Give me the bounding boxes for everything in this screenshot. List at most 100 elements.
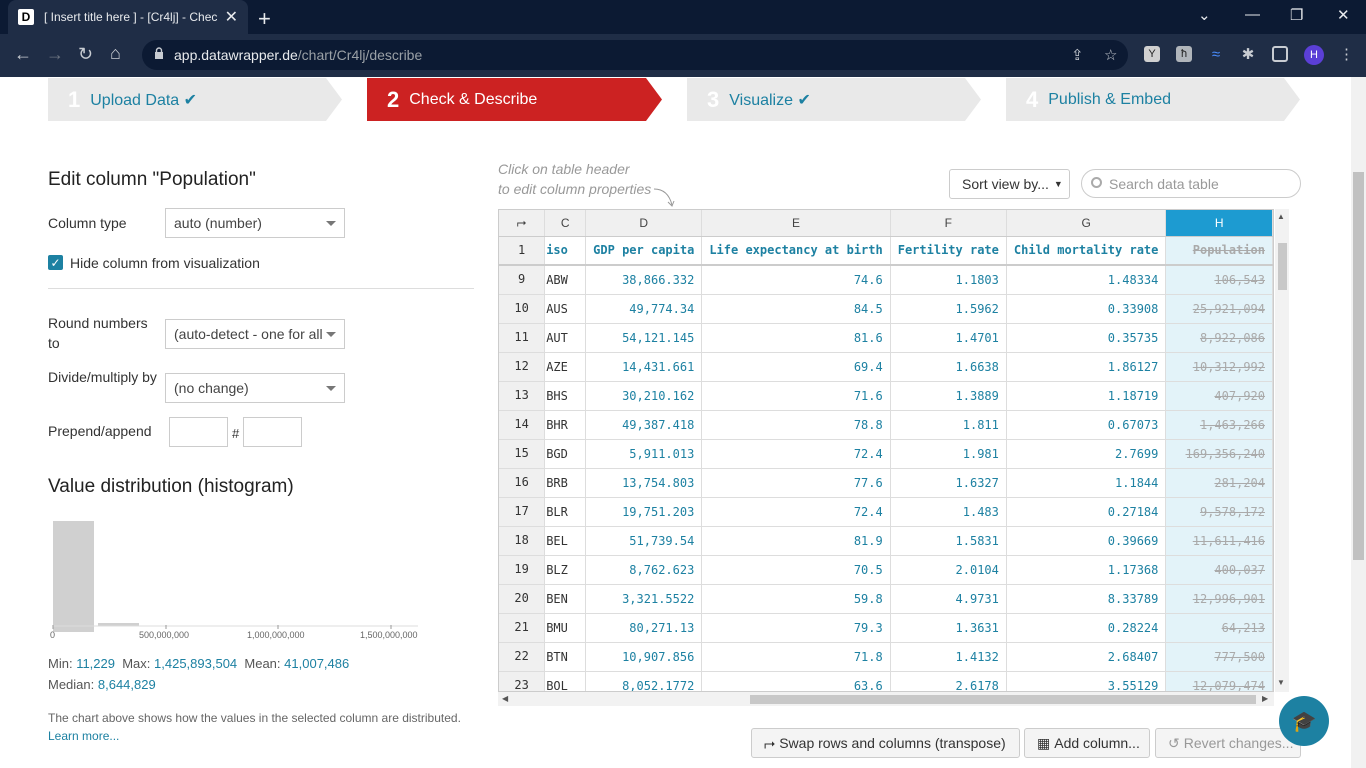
- reload-icon[interactable]: ↻: [78, 44, 94, 64]
- column-letter-f[interactable]: F: [890, 210, 1007, 237]
- cell-iso[interactable]: BEN: [544, 584, 587, 614]
- cell-child-mortality[interactable]: 0.35735: [1006, 323, 1167, 353]
- cell-gdp[interactable]: 80,271.13: [585, 613, 703, 643]
- cell-iso[interactable]: BHR: [544, 410, 587, 440]
- restore-icon[interactable]: ❐: [1290, 7, 1304, 24]
- cell-child-mortality[interactable]: 1.18719: [1006, 381, 1167, 411]
- cell-child-mortality[interactable]: 1.17368: [1006, 555, 1167, 585]
- cell-life-expectancy[interactable]: 81.9: [701, 526, 891, 556]
- hide-column-checkbox[interactable]: ✓: [48, 255, 63, 270]
- cell-population[interactable]: 407,920: [1165, 381, 1273, 411]
- cell-iso[interactable]: BEL: [544, 526, 587, 556]
- cell-fertility[interactable]: 1.1803: [890, 265, 1007, 295]
- cell-child-mortality[interactable]: 0.39669: [1006, 526, 1167, 556]
- sort-view-dropdown[interactable]: Sort view by... ▼: [949, 169, 1070, 199]
- column-header-population[interactable]: Population: [1165, 236, 1273, 266]
- browser-menu-icon[interactable]: ⋮: [1339, 46, 1354, 63]
- scroll-down-arrow-icon[interactable]: ▼: [1277, 678, 1285, 687]
- cell-population[interactable]: 12,079,474: [1165, 671, 1273, 691]
- column-letter-g[interactable]: G: [1006, 210, 1167, 237]
- cell-population[interactable]: 10,312,992: [1165, 352, 1273, 382]
- scroll-right-arrow-icon[interactable]: ▶: [1262, 694, 1269, 703]
- transpose-corner-icon[interactable]: ⮣: [499, 210, 546, 237]
- window-close-icon[interactable]: ✕: [1337, 7, 1350, 24]
- cell-life-expectancy[interactable]: 72.4: [701, 439, 891, 469]
- cell-fertility[interactable]: 1.3631: [890, 613, 1007, 643]
- browser-tab[interactable]: D [ Insert title here ] - [Cr4lj] - Chec…: [8, 0, 248, 34]
- search-data-table-input[interactable]: Search data table: [1081, 169, 1301, 198]
- table-horizontal-scroll-thumb[interactable]: [750, 695, 1256, 704]
- cell-iso[interactable]: BTN: [544, 642, 587, 672]
- cell-iso[interactable]: BHS: [544, 381, 587, 411]
- column-header-gdp[interactable]: GDP per capita: [585, 236, 703, 266]
- cell-population[interactable]: 777,500: [1165, 642, 1273, 672]
- cell-gdp[interactable]: 3,321.5522: [585, 584, 703, 614]
- cell-iso[interactable]: BOL: [544, 671, 587, 691]
- cell-population[interactable]: 8,922,086: [1165, 323, 1273, 353]
- column-letter-c[interactable]: C: [544, 210, 587, 237]
- cell-population[interactable]: 25,921,094: [1165, 294, 1273, 324]
- cell-life-expectancy[interactable]: 77.6: [701, 468, 891, 498]
- cell-life-expectancy[interactable]: 84.5: [701, 294, 891, 324]
- step-upload-data[interactable]: 1 Upload Data ✔: [48, 78, 342, 121]
- cell-gdp[interactable]: 51,739.54: [585, 526, 703, 556]
- cell-population[interactable]: 400,037: [1165, 555, 1273, 585]
- side-panel-icon[interactable]: [1272, 46, 1288, 62]
- forward-icon[interactable]: →: [46, 44, 64, 64]
- cell-child-mortality[interactable]: 8.33789: [1006, 584, 1167, 614]
- cell-life-expectancy[interactable]: 70.5: [701, 555, 891, 585]
- cell-iso[interactable]: BRB: [544, 468, 587, 498]
- cell-life-expectancy[interactable]: 78.8: [701, 410, 891, 440]
- cell-gdp[interactable]: 19,751.203: [585, 497, 703, 527]
- cell-gdp[interactable]: 30,210.162: [585, 381, 703, 411]
- cell-fertility[interactable]: 1.5831: [890, 526, 1007, 556]
- cell-fertility[interactable]: 1.6638: [890, 352, 1007, 382]
- cell-life-expectancy[interactable]: 71.8: [701, 642, 891, 672]
- cell-child-mortality[interactable]: 2.68407: [1006, 642, 1167, 672]
- tab-close-icon[interactable]: ✕: [224, 9, 238, 26]
- step-publish-embed[interactable]: 4 Publish & Embed: [1006, 78, 1300, 121]
- cell-fertility[interactable]: 1.483: [890, 497, 1007, 527]
- divide-multiply-select[interactable]: (no change): [165, 373, 345, 403]
- address-bar[interactable]: [142, 40, 1128, 70]
- learn-more-link[interactable]: Learn more...: [48, 729, 120, 743]
- new-tab-icon[interactable]: +: [258, 6, 271, 31]
- cell-population[interactable]: 64,213: [1165, 613, 1273, 643]
- cell-gdp[interactable]: 14,431.661: [585, 352, 703, 382]
- add-column-button[interactable]: ▦ Add column...: [1024, 728, 1150, 758]
- cell-iso[interactable]: BGD: [544, 439, 587, 469]
- cell-gdp[interactable]: 8,762.623: [585, 555, 703, 585]
- transpose-button[interactable]: ⮣ Swap rows and columns (transpose): [751, 728, 1020, 758]
- cell-life-expectancy[interactable]: 63.6: [701, 671, 891, 691]
- cell-gdp[interactable]: 38,866.332: [585, 265, 703, 295]
- cell-gdp[interactable]: 5,911.013: [585, 439, 703, 469]
- column-type-select[interactable]: auto (number): [165, 208, 345, 238]
- cell-fertility[interactable]: 1.4132: [890, 642, 1007, 672]
- cell-population[interactable]: 9,578,172: [1165, 497, 1273, 527]
- cell-fertility[interactable]: 1.811: [890, 410, 1007, 440]
- cell-fertility[interactable]: 1.4701: [890, 323, 1007, 353]
- cell-gdp[interactable]: 49,387.418: [585, 410, 703, 440]
- cell-fertility[interactable]: 1.5962: [890, 294, 1007, 324]
- cell-population[interactable]: 1,463,266: [1165, 410, 1273, 440]
- tab-search-chevron-icon[interactable]: ⌄: [1198, 7, 1211, 24]
- column-letter-e[interactable]: E: [701, 210, 891, 237]
- cell-iso[interactable]: BMU: [544, 613, 587, 643]
- cell-population[interactable]: 11,611,416: [1165, 526, 1273, 556]
- extension-wave-icon[interactable]: ≈: [1211, 45, 1221, 63]
- cell-gdp[interactable]: 8,052.1772: [585, 671, 703, 691]
- home-icon[interactable]: ⌂: [110, 43, 121, 63]
- cell-fertility[interactable]: 2.6178: [890, 671, 1007, 691]
- cell-iso[interactable]: BLR: [544, 497, 587, 527]
- cell-population[interactable]: 106,543: [1165, 265, 1273, 295]
- cell-life-expectancy[interactable]: 59.8: [701, 584, 891, 614]
- cell-fertility[interactable]: 1.981: [890, 439, 1007, 469]
- column-letter-h[interactable]: H: [1165, 210, 1273, 237]
- column-header-fertility[interactable]: Fertility rate: [890, 236, 1007, 266]
- step-visualize[interactable]: 3 Visualize ✔: [687, 78, 981, 121]
- step-check-describe[interactable]: 2 Check & Describe: [367, 78, 662, 121]
- cell-fertility[interactable]: 2.0104: [890, 555, 1007, 585]
- extension-y-icon[interactable]: Y: [1144, 46, 1160, 62]
- cell-population[interactable]: 281,204: [1165, 468, 1273, 498]
- cell-child-mortality[interactable]: 2.7699: [1006, 439, 1167, 469]
